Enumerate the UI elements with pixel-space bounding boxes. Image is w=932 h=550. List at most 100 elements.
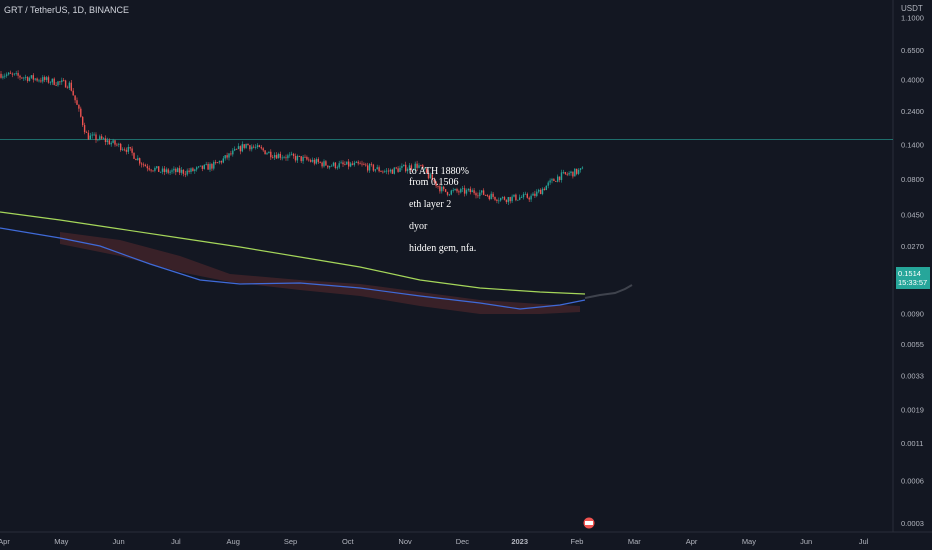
candle-body xyxy=(425,168,428,173)
earnings-event-icon[interactable] xyxy=(581,517,597,529)
candle-body xyxy=(393,167,395,174)
last-price-value: 0.1514 xyxy=(898,269,921,278)
candle-body xyxy=(180,169,183,173)
candle-body xyxy=(469,188,471,193)
candle-body xyxy=(330,165,333,167)
candle-body xyxy=(237,146,240,150)
candle-body xyxy=(389,169,392,172)
candle-body xyxy=(38,80,40,82)
time-tick-label: Aug xyxy=(227,537,240,546)
candle-body xyxy=(197,166,200,168)
candle-body xyxy=(558,176,561,181)
projection-path xyxy=(584,284,633,299)
candle-body xyxy=(475,193,477,196)
candle-body xyxy=(538,189,540,192)
candle-body xyxy=(372,164,375,171)
candle-body xyxy=(484,194,487,196)
candle-body xyxy=(23,77,25,79)
candle-body xyxy=(93,134,95,136)
price-axis-panel[interactable] xyxy=(893,0,932,532)
time-axis-panel[interactable] xyxy=(0,532,932,550)
time-tick-label: Feb xyxy=(571,537,584,546)
candle-body xyxy=(6,74,8,76)
candle-body xyxy=(42,77,44,82)
candle-body xyxy=(4,75,6,77)
candle-body xyxy=(222,158,224,163)
candle-body xyxy=(11,73,14,75)
candle-body xyxy=(70,82,72,91)
candle-body xyxy=(365,164,367,166)
candle-body xyxy=(500,198,502,201)
price-tick-label: 0.0033 xyxy=(901,371,924,380)
candle-body xyxy=(300,156,302,162)
candle-body xyxy=(462,188,464,190)
candle-body xyxy=(473,190,475,194)
candle-body xyxy=(450,190,452,195)
chart-annotation-text[interactable]: to ATH 1880% from 0.1506 eth layer 2 dyor… xyxy=(409,166,476,254)
candle-body xyxy=(361,163,363,165)
candle-body xyxy=(186,170,188,175)
candle-body xyxy=(270,151,272,158)
candle-body xyxy=(32,75,34,80)
candle-body xyxy=(418,165,420,168)
time-tick-label: Jul xyxy=(171,537,181,546)
candle-body xyxy=(64,80,67,88)
candle-body xyxy=(275,155,278,159)
price-tick-label: 1.1000 xyxy=(901,13,924,22)
candle-body xyxy=(125,149,128,152)
price-tick-label: 0.0450 xyxy=(901,210,924,219)
candle-body xyxy=(133,152,135,159)
candle-body xyxy=(406,168,409,172)
candle-body xyxy=(539,189,542,195)
candle-body xyxy=(97,139,99,141)
candle-body xyxy=(378,167,380,172)
candle-body xyxy=(357,161,359,164)
candle-body xyxy=(570,171,572,174)
candle-body xyxy=(576,168,578,174)
candle-body xyxy=(517,199,519,201)
symbol-title: GRT / TetherUS, 1D, BINANCE xyxy=(4,5,130,15)
candle-body xyxy=(279,153,281,158)
candle-body xyxy=(184,173,186,175)
candle-body xyxy=(344,164,346,166)
candle-body xyxy=(530,195,532,200)
candle-body xyxy=(501,197,504,199)
annotation-line: to ATH 1880% xyxy=(409,166,469,177)
annotation-line xyxy=(409,210,476,221)
candle-body xyxy=(171,170,173,172)
candle-body xyxy=(140,163,143,165)
candle-body xyxy=(218,161,221,163)
price-tick-label: 0.0090 xyxy=(901,309,924,318)
candle-body xyxy=(481,190,483,193)
candle-body xyxy=(15,73,17,74)
currency-label: USDT xyxy=(901,4,923,13)
candle-body xyxy=(391,169,394,174)
candle-body xyxy=(165,169,167,173)
candle-body xyxy=(2,76,4,78)
candle-body xyxy=(410,165,413,170)
candle-body xyxy=(74,95,76,101)
candle-body xyxy=(158,166,160,172)
candle-body xyxy=(146,166,148,169)
candle-body xyxy=(532,193,534,196)
candle-body xyxy=(422,165,424,169)
candle-body xyxy=(443,186,445,190)
candle-body xyxy=(536,191,538,196)
candle-body xyxy=(574,168,576,177)
candle-body xyxy=(13,73,15,75)
candle-body xyxy=(304,156,306,158)
candle-body xyxy=(251,146,253,150)
candle-body xyxy=(294,156,297,161)
candle-body xyxy=(9,72,12,74)
candle-body xyxy=(287,155,289,159)
candle-body xyxy=(405,164,407,172)
candle-body xyxy=(399,167,401,172)
candle-body xyxy=(106,140,109,143)
price-tick-label: 0.2400 xyxy=(901,107,924,116)
price-tick-label: 0.4000 xyxy=(901,76,924,85)
candle-body xyxy=(511,196,513,202)
candle-body xyxy=(80,108,82,117)
candle-body xyxy=(351,163,354,165)
candle-body xyxy=(327,165,329,168)
